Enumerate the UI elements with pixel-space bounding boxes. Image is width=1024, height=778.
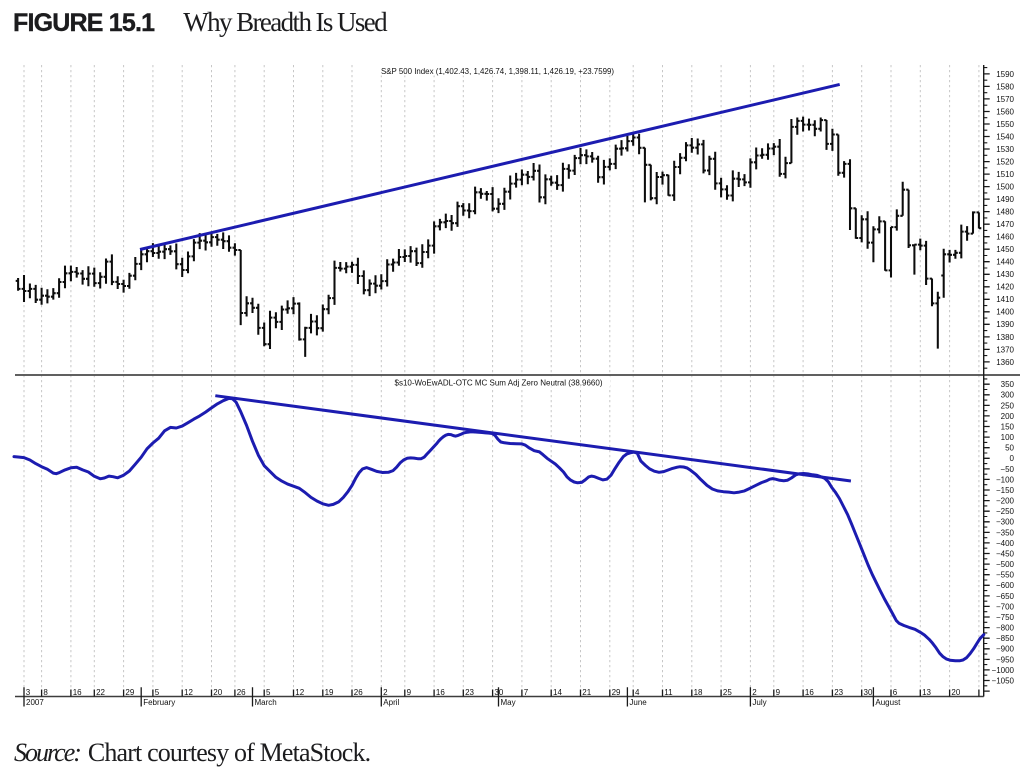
svg-text:16: 16 xyxy=(73,688,82,697)
svg-text:−650: −650 xyxy=(996,592,1015,601)
svg-text:2007: 2007 xyxy=(26,698,44,707)
svg-text:1580: 1580 xyxy=(996,82,1014,91)
svg-text:6: 6 xyxy=(893,688,898,697)
svg-text:100: 100 xyxy=(1001,433,1015,442)
svg-text:−750: −750 xyxy=(996,613,1015,622)
svg-text:5: 5 xyxy=(266,688,271,697)
svg-text:1520: 1520 xyxy=(996,158,1014,167)
svg-text:30: 30 xyxy=(864,688,873,697)
svg-text:−50: −50 xyxy=(1000,465,1014,474)
svg-text:April: April xyxy=(383,698,399,707)
svg-text:14: 14 xyxy=(553,688,562,697)
svg-text:1550: 1550 xyxy=(996,120,1014,129)
svg-text:−1050: −1050 xyxy=(992,676,1015,685)
svg-text:−700: −700 xyxy=(996,602,1015,611)
svg-text:1540: 1540 xyxy=(996,132,1014,141)
svg-text:−950: −950 xyxy=(996,655,1015,664)
svg-text:26: 26 xyxy=(237,688,246,697)
svg-text:1510: 1510 xyxy=(996,170,1014,179)
svg-text:−600: −600 xyxy=(996,581,1015,590)
svg-text:August: August xyxy=(875,698,901,707)
svg-text:1450: 1450 xyxy=(996,245,1014,254)
svg-text:20: 20 xyxy=(213,688,222,697)
svg-text:150: 150 xyxy=(1001,422,1015,431)
svg-text:−300: −300 xyxy=(996,518,1015,527)
svg-text:23: 23 xyxy=(465,688,474,697)
svg-text:−550: −550 xyxy=(996,571,1015,580)
svg-text:16: 16 xyxy=(805,688,814,697)
svg-text:18: 18 xyxy=(694,688,703,697)
svg-text:30: 30 xyxy=(494,688,503,697)
svg-text:50: 50 xyxy=(1005,444,1014,453)
svg-text:March: March xyxy=(255,698,277,707)
svg-text:1560: 1560 xyxy=(996,107,1014,116)
svg-text:26: 26 xyxy=(354,688,363,697)
svg-text:−250: −250 xyxy=(996,507,1015,516)
svg-text:350: 350 xyxy=(1001,380,1015,389)
svg-text:1380: 1380 xyxy=(996,333,1014,342)
svg-text:1360: 1360 xyxy=(996,358,1014,367)
svg-text:250: 250 xyxy=(1001,401,1015,410)
svg-text:23: 23 xyxy=(834,688,843,697)
svg-text:2: 2 xyxy=(752,688,757,697)
svg-text:1470: 1470 xyxy=(996,220,1014,229)
svg-text:29: 29 xyxy=(125,688,134,697)
svg-text:1370: 1370 xyxy=(996,345,1014,354)
svg-text:2: 2 xyxy=(383,688,388,697)
svg-text:−450: −450 xyxy=(996,549,1015,558)
svg-text:13: 13 xyxy=(922,688,931,697)
svg-text:S&P 500 Index (1,402.43, 1,426: S&P 500 Index (1,402.43, 1,426.74, 1,398… xyxy=(381,67,614,76)
svg-text:29: 29 xyxy=(612,688,621,697)
svg-text:8: 8 xyxy=(43,688,48,697)
svg-text:−100: −100 xyxy=(996,475,1015,484)
svg-text:1480: 1480 xyxy=(996,208,1014,217)
svg-text:1500: 1500 xyxy=(996,183,1014,192)
svg-text:−150: −150 xyxy=(996,486,1015,495)
svg-text:−350: −350 xyxy=(996,528,1015,537)
svg-text:February: February xyxy=(143,698,175,707)
svg-text:0: 0 xyxy=(1010,454,1015,463)
svg-text:11: 11 xyxy=(664,688,673,697)
svg-text:1440: 1440 xyxy=(996,258,1014,267)
svg-text:12: 12 xyxy=(184,688,193,697)
svg-text:4: 4 xyxy=(635,688,640,697)
svg-text:−400: −400 xyxy=(996,539,1015,548)
svg-text:1570: 1570 xyxy=(996,95,1014,104)
svg-text:1460: 1460 xyxy=(996,233,1014,242)
svg-text:1410: 1410 xyxy=(996,295,1014,304)
svg-text:1590: 1590 xyxy=(996,70,1014,79)
svg-text:20: 20 xyxy=(951,688,960,697)
svg-text:May: May xyxy=(501,698,516,707)
svg-text:21: 21 xyxy=(582,688,591,697)
svg-text:25: 25 xyxy=(723,688,732,697)
svg-text:−900: −900 xyxy=(996,645,1015,654)
svg-text:16: 16 xyxy=(436,688,445,697)
svg-text:1400: 1400 xyxy=(996,308,1014,317)
svg-text:1420: 1420 xyxy=(996,283,1014,292)
svg-text:1390: 1390 xyxy=(996,320,1014,329)
svg-text:3: 3 xyxy=(26,688,31,697)
svg-text:July: July xyxy=(752,698,766,707)
svg-text:200: 200 xyxy=(1001,412,1015,421)
svg-text:1430: 1430 xyxy=(996,270,1014,279)
svg-text:9: 9 xyxy=(407,688,412,697)
svg-text:−500: −500 xyxy=(996,560,1015,569)
svg-text:300: 300 xyxy=(1001,391,1015,400)
svg-text:22: 22 xyxy=(96,688,105,697)
svg-text:1530: 1530 xyxy=(996,145,1014,154)
svg-text:June: June xyxy=(629,698,647,707)
svg-text:9: 9 xyxy=(776,688,781,697)
svg-text:$s10-WoEwADL-OTC MC Sum Adj Ze: $s10-WoEwADL-OTC MC Sum Adj Zero Neutral… xyxy=(395,378,603,387)
svg-text:−1000: −1000 xyxy=(992,666,1015,675)
svg-text:−850: −850 xyxy=(996,634,1015,643)
svg-text:−200: −200 xyxy=(996,497,1015,506)
svg-text:19: 19 xyxy=(325,688,334,697)
svg-text:7: 7 xyxy=(524,688,529,697)
svg-text:1490: 1490 xyxy=(996,195,1014,204)
svg-text:5: 5 xyxy=(155,688,160,697)
svg-text:12: 12 xyxy=(295,688,304,697)
svg-text:−800: −800 xyxy=(996,624,1015,633)
